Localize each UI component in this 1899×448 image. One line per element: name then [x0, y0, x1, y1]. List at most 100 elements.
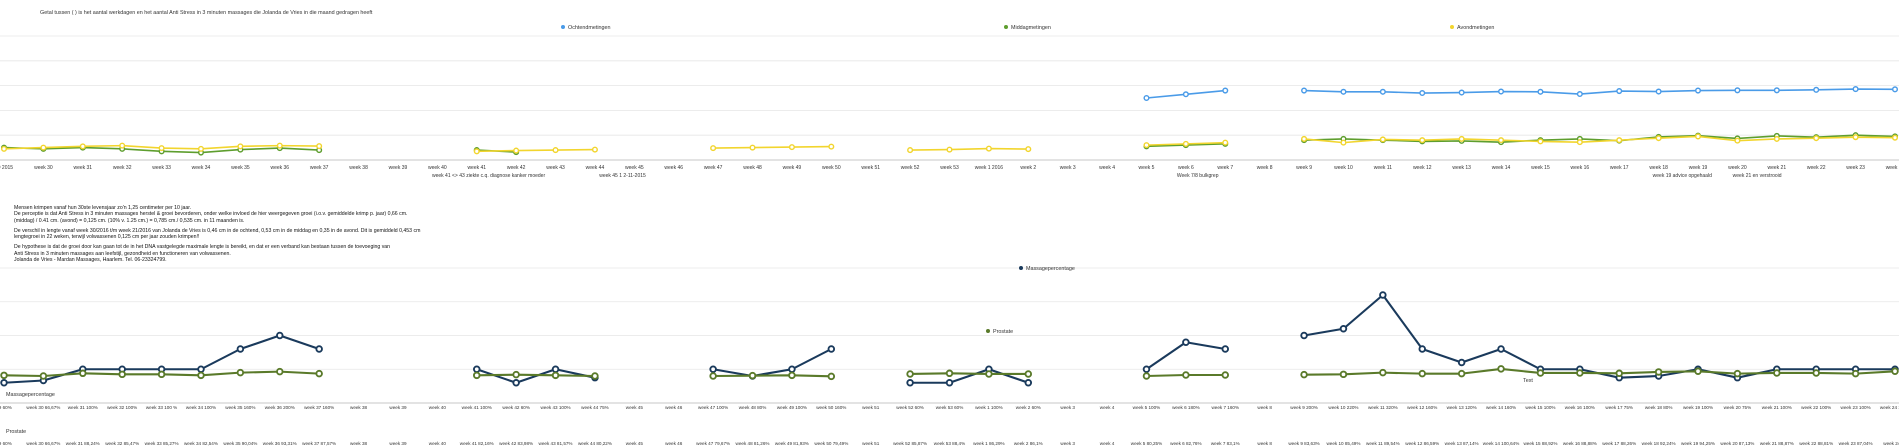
x-tick-label-secondary: week 10 85,49%: [1326, 441, 1360, 446]
data-point-avond: [473, 148, 480, 155]
x-tick-label-secondary: week 38: [350, 441, 368, 446]
data-point-massage: [945, 379, 954, 387]
x-tick-label-secondary: week 20 87,13%: [1720, 441, 1754, 446]
x-tick-label-secondary: week 13 87,14%: [1445, 441, 1479, 446]
x-tick-label: 29 2015: [0, 165, 13, 171]
x-tick-label: week 8: [1257, 405, 1272, 410]
x-tick-label-secondary: week 1 86,29%: [973, 441, 1004, 446]
x-tick-label-secondary: week 9 83,63%: [1288, 441, 1319, 446]
data-point-prostate: [276, 367, 284, 376]
series-line-avond: [476, 148, 595, 153]
note-line: Anti Stress in 3 minuten massages aan le…: [14, 250, 231, 257]
x-tick-label: week 7 160%: [1211, 405, 1239, 410]
series-line-prostate: [910, 372, 1029, 376]
data-point-ochtend: [1182, 91, 1189, 98]
x-tick-label: week 53: [940, 165, 959, 171]
x-tick-label: week 41 100%: [462, 405, 492, 410]
x-tick-label: week 50 160%: [816, 405, 846, 410]
data-point-ochtend: [1301, 87, 1308, 94]
data-point-avond: [276, 142, 283, 149]
data-point-ochtend: [1537, 88, 1544, 95]
data-point-prostate: [1536, 369, 1545, 377]
x-tick-label-secondary: week 14 100,64%: [1483, 441, 1520, 446]
data-point-avond: [946, 146, 953, 153]
x-tick-label-secondary: week 48 81,26%: [736, 441, 770, 446]
data-point-massage: [788, 365, 796, 373]
data-point-avond: [79, 143, 86, 150]
data-point-prostate: [197, 371, 205, 380]
x-tick-label: week 45: [625, 165, 644, 171]
x-tick-label-secondary: week 50 79,49%: [814, 441, 848, 446]
data-point-prostate: [0, 371, 8, 380]
x-tick-label: week 32: [113, 165, 132, 171]
x-tick-label: week 41: [467, 165, 486, 171]
data-point-avond: [197, 145, 204, 152]
x-tick-label: week 31 100%: [68, 405, 98, 410]
data-point-ochtend: [1773, 87, 1780, 94]
x-tick-label: week 20: [1728, 165, 1747, 171]
x-tick-label: week 48: [743, 165, 762, 171]
data-point-avond: [1734, 137, 1741, 144]
data-point-avond: [119, 142, 126, 149]
x-tick-label: week 19 100%: [1683, 405, 1713, 410]
legend-label-avond: Avondmetingen: [1457, 25, 1494, 31]
x-tick-label: week 35 160%: [225, 405, 255, 410]
data-point-avond: [158, 145, 165, 152]
data-point-prostate: [1891, 367, 1899, 376]
x-tick-label: week 2 60%: [1016, 405, 1041, 410]
x-tick-label-secondary: week 47 79,67%: [696, 441, 730, 446]
data-point-prostate: [1497, 365, 1505, 373]
series-line-massage: [910, 368, 1029, 384]
legend-marker-ochtend: [561, 25, 565, 29]
data-point-massage: [709, 365, 717, 373]
note-line: De hypothese is dat de groei door kan ga…: [14, 244, 391, 251]
data-point-prostate: [315, 369, 323, 378]
data-point-massage: [1379, 291, 1387, 299]
x-tick-label-secondary: 29 60%: [0, 441, 12, 446]
x-tick-label: week 13: [1452, 165, 1471, 171]
x-tick-label-secondary: week 7 83,1%: [1211, 441, 1240, 446]
x-tick-label: week 20 75%: [1724, 405, 1752, 410]
x-tick-label: week 10: [1334, 165, 1353, 171]
data-point-massage: [1221, 345, 1230, 353]
data-point-prostate: [39, 372, 48, 380]
x-tick-label: week 12: [1413, 165, 1432, 171]
x-tick-label-secondary: week 5 80,25%: [1131, 441, 1162, 446]
data-point-avond: [1379, 136, 1386, 143]
legend-marker-massage: [1019, 266, 1023, 270]
x-tick-label: week 39: [389, 165, 408, 171]
x-tick-label-secondary: week 34 82,54%: [184, 441, 218, 446]
data-point-ochtend: [1813, 86, 1820, 93]
x-tick-label: week 46: [664, 165, 683, 171]
x-tick-label: week 16 100%: [1565, 405, 1595, 410]
x-tick-label: week 23: [1846, 165, 1865, 171]
x-tick-label: week 24: [1886, 165, 1899, 171]
x-tick-label: week 9: [1296, 165, 1312, 171]
data-point-avond: [1616, 137, 1623, 144]
data-point-avond: [828, 143, 835, 150]
x-tick-label: week 44 75%: [581, 405, 609, 410]
x-tick-label: week 1 100%: [975, 405, 1003, 410]
data-point-ochtend: [1576, 91, 1583, 98]
data-point-prostate: [1182, 371, 1190, 379]
data-point-ochtend: [1340, 88, 1347, 95]
x-tick-label: week 34 100%: [186, 405, 216, 410]
data-point-avond: [1419, 137, 1426, 144]
x-tick-label-secondary: week 53 88,4%: [934, 441, 965, 446]
x-tick-label-secondary: week 18 92,24%: [1642, 441, 1676, 446]
data-point-avond: [1891, 134, 1899, 141]
x-tick-label: week 37 160%: [304, 405, 334, 410]
data-point-prostate: [1654, 368, 1663, 376]
x-tick-label: week 38: [349, 165, 368, 171]
x-tick-label: week 15 100%: [1525, 405, 1555, 410]
x-tick-label: week 11 320%: [1368, 405, 1398, 410]
data-point-avond: [237, 143, 244, 150]
x-tick-label-secondary: week 41 82,16%: [460, 441, 494, 446]
series-line-avond: [713, 145, 832, 149]
x-tick-label: week 31: [73, 165, 92, 171]
annotation-label: Week 7/8 bulkgrep: [1177, 173, 1219, 179]
x-tick-label-secondary: week 11 89,54%: [1366, 441, 1400, 446]
x-tick-label-secondary: week 3: [1060, 441, 1075, 446]
data-point-prostate: [945, 369, 954, 378]
x-tick-label-secondary: week 35 90,04%: [223, 441, 257, 446]
